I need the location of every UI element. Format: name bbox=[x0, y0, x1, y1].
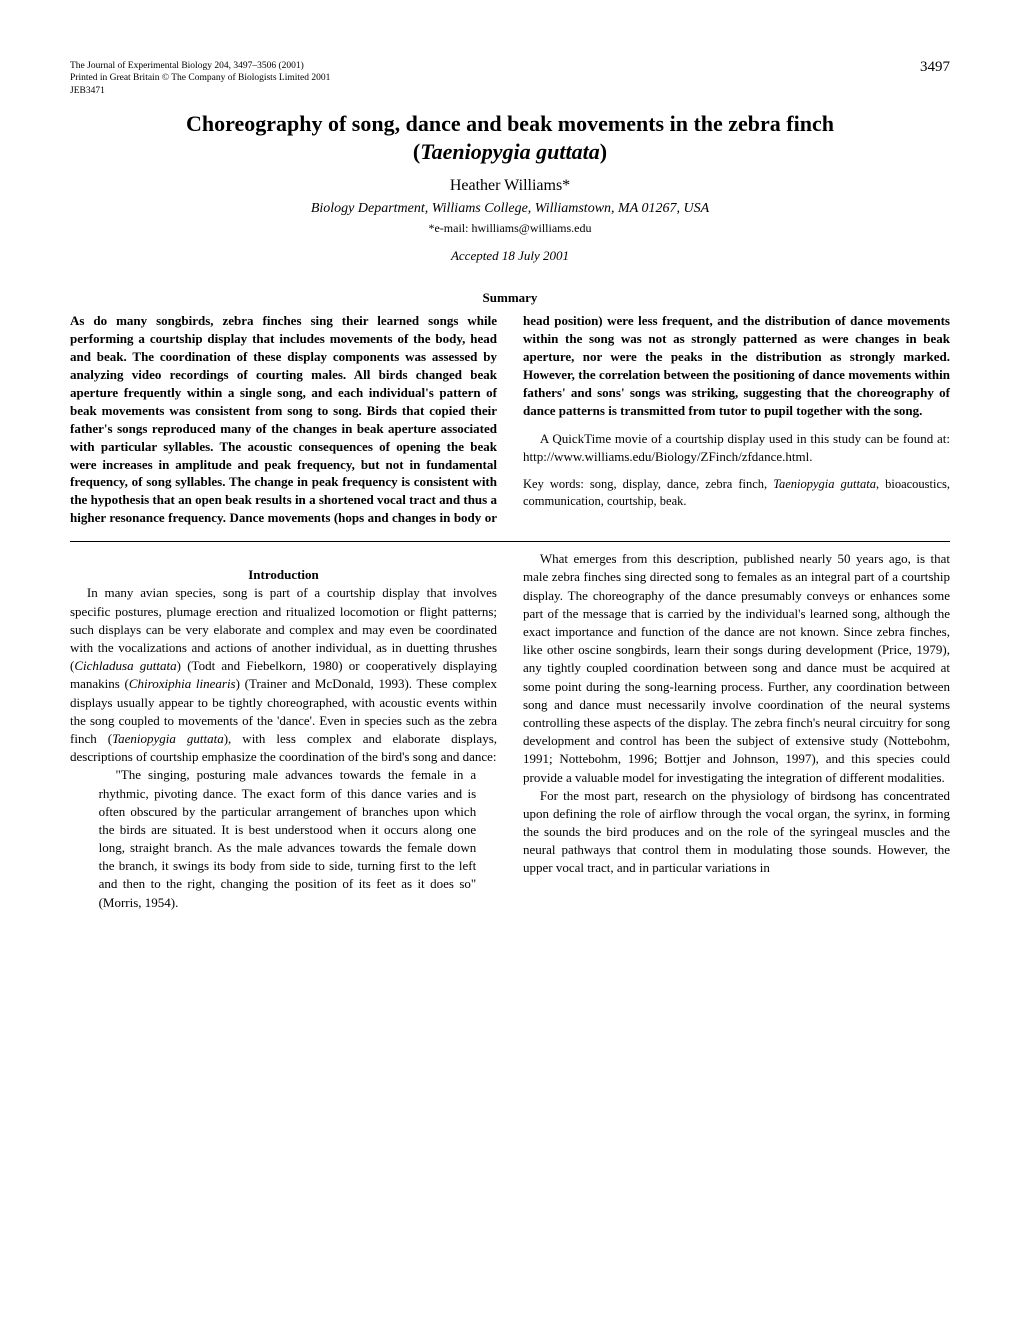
intro-quote: "The singing, posturing male advances to… bbox=[99, 766, 477, 912]
intro-p2: What emerges from this description, publ… bbox=[523, 550, 950, 786]
movie-note: A QuickTime movie of a courtship display… bbox=[523, 430, 950, 466]
intro-p3: For the most part, research on the physi… bbox=[523, 787, 950, 878]
affiliation: Biology Department, Williams College, Wi… bbox=[70, 201, 950, 217]
summary-p1: As do many songbirds, zebra finches sing… bbox=[70, 313, 497, 525]
summary-body: As do many songbirds, zebra finches sing… bbox=[70, 312, 950, 527]
intro-p1: In many avian species, song is part of a… bbox=[70, 584, 497, 766]
intro-body: Introduction In many avian species, song… bbox=[70, 550, 950, 912]
article-title: Choreography of song, dance and beak mov… bbox=[70, 110, 950, 165]
email: *e-mail: hwilliams@williams.edu bbox=[70, 221, 950, 236]
title-line1: Choreography of song, dance and beak mov… bbox=[186, 111, 834, 136]
author: Heather Williams* bbox=[70, 177, 950, 195]
page-container: The Journal of Experimental Biology 204,… bbox=[0, 0, 1020, 952]
title-line2: (Taeniopygia guttata) bbox=[413, 139, 607, 164]
keywords: Key words: song, display, dance, zebra f… bbox=[523, 476, 950, 511]
intro-heading: Introduction bbox=[70, 566, 497, 584]
accepted-date: Accepted 18 July 2001 bbox=[70, 248, 950, 264]
section-divider bbox=[70, 541, 950, 542]
journal-line3: JEB3471 bbox=[70, 85, 950, 97]
summary-heading: Summary bbox=[70, 290, 950, 306]
